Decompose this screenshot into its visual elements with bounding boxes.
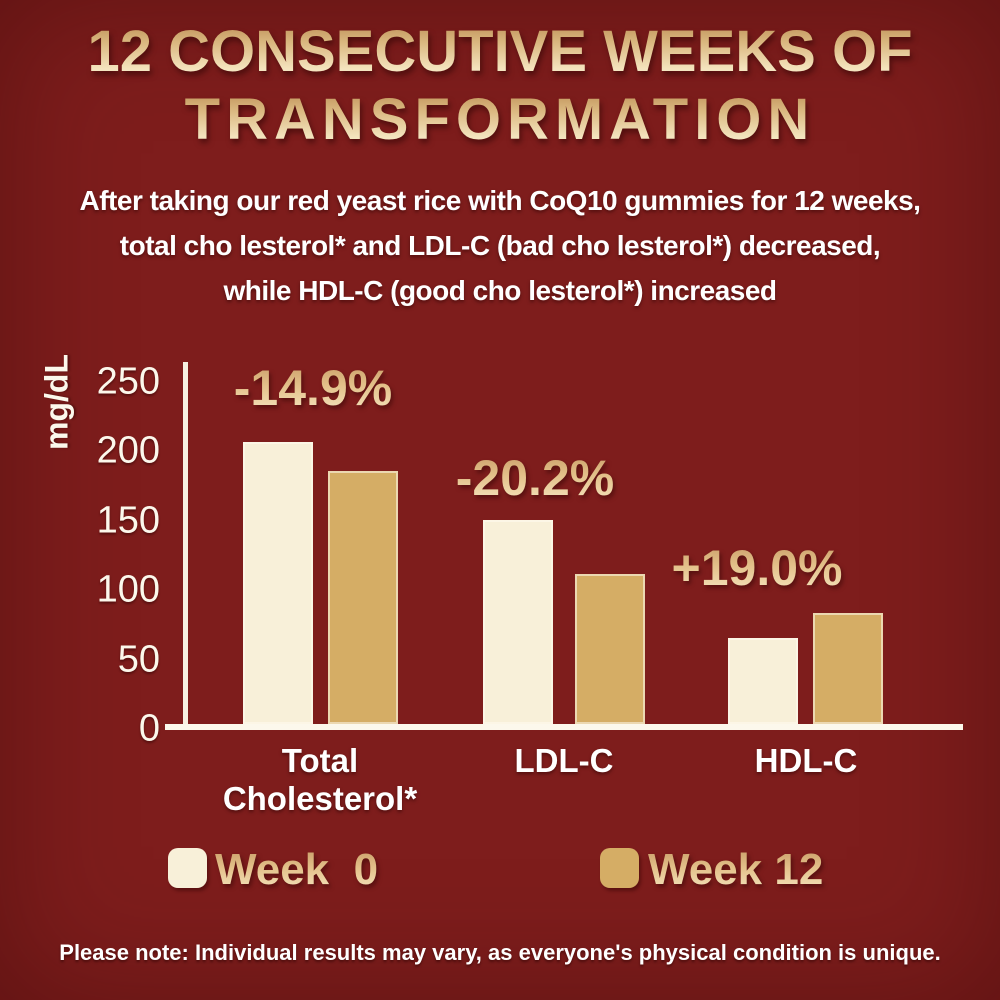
legend-label-week12: Week 12 [648,845,824,894]
legend-swatch-week12 [600,848,639,888]
x-axis-category-label: HDL-C [754,742,858,779]
x-axis-category-label: Total Cholesterol* [222,742,418,817]
y-axis-tick-label: 50 [117,638,160,680]
bar-hdl-c-week12 [813,612,883,724]
y-axis-tick-label: 150 [96,499,160,541]
y-axis-label: mg/dL [38,354,75,450]
y-axis-tick-label: 0 [138,707,160,750]
percent-change-label: -20.2% [455,450,615,506]
legend-label-week0: Week 0 [215,845,379,894]
y-axis-line [183,362,188,730]
subtitle: After taking our red yeast rice with CoQ… [0,178,1000,313]
y-axis-tick-label: 200 [96,429,160,472]
bar-ldl-c-week0 [483,519,553,724]
bar-total-cholesterol--week0 [243,441,313,724]
page-title: 12 CONSECUTIVE WEEKS OF TRANSFORMATION [0,18,1000,154]
title-line-1: 12 CONSECUTIVE WEEKS OF [0,18,1000,86]
title-line-2: TRANSFORMATION [0,86,1000,154]
subtitle-line-1: After taking our red yeast rice with CoQ… [79,185,921,216]
disclaimer-note: Please note: Individual results may vary… [59,940,941,965]
subtitle-line-2: total cho lesterol* and LDL-C (bad cho l… [119,230,881,261]
subtitle-line-3: while HDL-C (good cho lesterol*) increas… [223,275,777,306]
x-axis-category-label: LDL-C [514,742,614,779]
bar-total-cholesterol--week12 [328,471,398,724]
percent-change-label: -14.9% [233,360,393,416]
percent-change-label: +19.0% [671,540,843,596]
bar-ldl-c-week12 [575,573,645,724]
y-axis-tick-label: 250 [96,360,160,402]
bar-hdl-c-week0 [728,637,798,724]
x-axis-line [165,724,963,730]
y-axis-tick-label: 100 [96,568,160,611]
legend-swatch-week0 [168,848,207,888]
